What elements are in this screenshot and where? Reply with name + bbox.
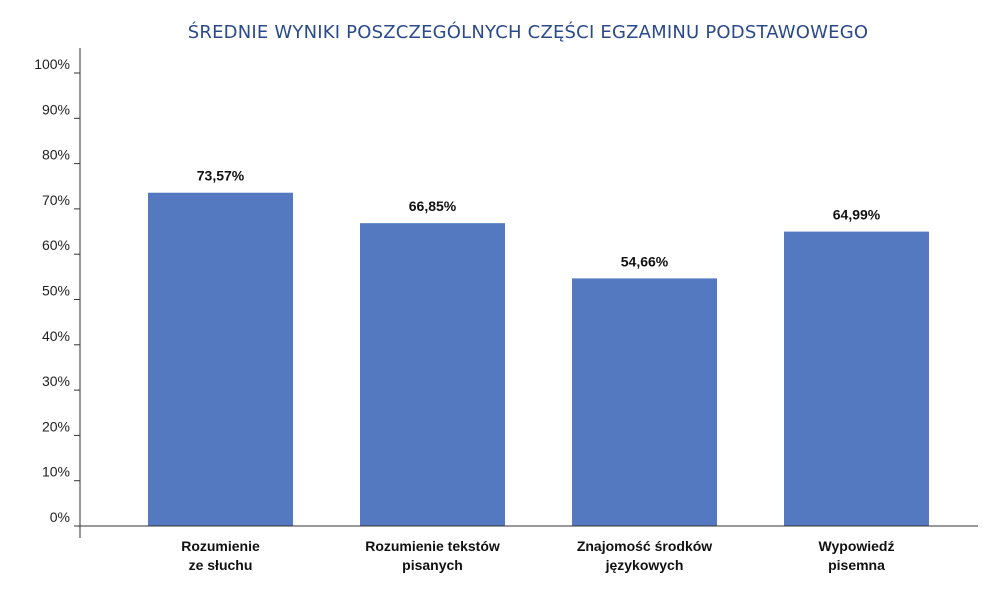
bar-value-label: 66,85%	[409, 198, 457, 214]
bar-value-label: 54,66%	[621, 253, 669, 269]
y-tick-label: 100%	[34, 56, 70, 72]
y-tick-label: 20%	[42, 418, 70, 434]
x-category-label: Wypowiedź pisemna	[819, 538, 895, 573]
value-labels: 73,57% 66,85% 54,66% 64,99%	[197, 168, 881, 270]
bar	[572, 278, 717, 526]
y-tick-label: 60%	[42, 237, 70, 253]
bars	[148, 192, 929, 526]
y-tick-label: 50%	[42, 283, 70, 299]
y-tick-label: 0%	[50, 509, 70, 525]
chart-title: ŚREDNIE WYNIKI POSZCZEGÓLNYCH CZĘŚCI EGZ…	[188, 21, 868, 43]
y-axis-ticks: 0% 10% 20% 30% 40% 50% 60% 70% 80% 90% 100%	[34, 56, 80, 527]
y-tick-label: 30%	[42, 373, 70, 389]
x-category-label: Znajomość środków językowych	[577, 538, 712, 573]
y-tick-label: 70%	[42, 192, 70, 208]
bar	[148, 192, 293, 526]
bar	[360, 223, 505, 526]
x-category-label: Rozumienie ze słuchu	[181, 538, 260, 573]
y-tick-label: 10%	[42, 464, 70, 480]
bar-value-label: 73,57%	[197, 168, 245, 184]
bar	[784, 231, 929, 526]
y-tick-label: 80%	[42, 147, 70, 163]
x-category-label: Rozumienie tekstów pisanych	[365, 538, 500, 573]
y-tick-label: 40%	[42, 328, 70, 344]
y-tick-label: 90%	[42, 101, 70, 117]
bar-value-label: 64,99%	[833, 207, 881, 223]
category-labels: Rozumienie ze słuchu Rozumienie tekstów pis…	[181, 538, 894, 573]
